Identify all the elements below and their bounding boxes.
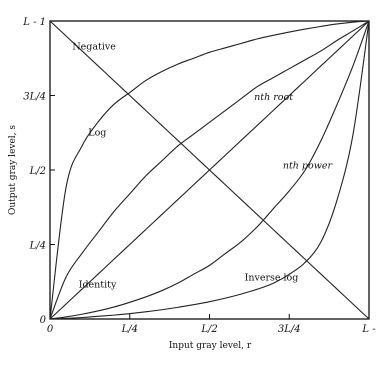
x-tick-label: 0	[47, 324, 54, 335]
y-tick-label: L - 1	[22, 17, 46, 28]
curve-label: Inverse log	[245, 272, 299, 283]
y-tick-label: L/2	[29, 166, 46, 177]
curve-nth-power	[49, 20, 370, 320]
curve-inverse-log	[49, 20, 370, 320]
x-axis-label: Input gray level, r	[169, 341, 252, 351]
curve-nth-root	[49, 20, 370, 320]
x-tick-label: L/2	[200, 324, 217, 335]
y-tick-label: 3L/4	[23, 92, 46, 103]
y-tick-label: L/4	[29, 241, 46, 252]
x-tick-label: 3L/4	[278, 324, 301, 335]
x-tick-label: L -	[361, 324, 376, 335]
x-tick-label: L/4	[121, 324, 138, 335]
y-tick-label: 0	[40, 315, 47, 326]
curve-label: Identity	[79, 280, 117, 291]
curve-label: nth power	[283, 161, 334, 172]
y-axis-label: Output gray level, s	[8, 125, 18, 215]
curve-label: nth root	[254, 92, 293, 103]
curve-label: Negative	[72, 41, 116, 52]
curve-log	[49, 20, 370, 320]
curve-label: Log	[88, 128, 106, 139]
curve-identity	[49, 20, 370, 320]
